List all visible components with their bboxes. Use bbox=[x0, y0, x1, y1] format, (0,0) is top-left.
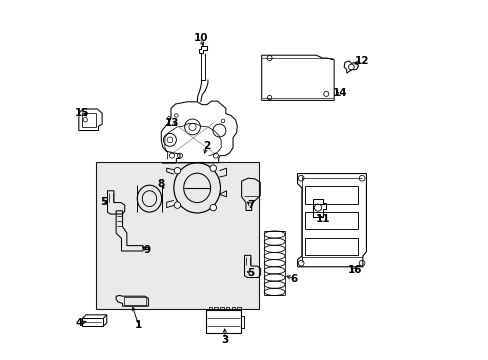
Text: 6: 6 bbox=[290, 274, 297, 284]
Bar bbox=[81, 113, 96, 127]
Text: 13: 13 bbox=[164, 118, 179, 128]
Text: 5: 5 bbox=[100, 197, 107, 207]
Circle shape bbox=[174, 202, 180, 208]
Text: 4: 4 bbox=[75, 319, 82, 328]
Text: 2: 2 bbox=[203, 141, 210, 151]
Bar bbox=[231, 307, 235, 310]
Text: 1: 1 bbox=[135, 320, 142, 330]
Bar bbox=[237, 307, 241, 310]
Bar bbox=[96, 162, 258, 309]
Text: 16: 16 bbox=[347, 265, 362, 275]
Text: 11: 11 bbox=[315, 215, 329, 224]
Text: 9: 9 bbox=[143, 245, 150, 255]
Text: 15: 15 bbox=[75, 108, 89, 118]
Bar bbox=[225, 307, 229, 310]
Bar bbox=[208, 307, 212, 310]
Circle shape bbox=[174, 167, 180, 174]
Bar bbox=[304, 212, 357, 229]
Text: 8: 8 bbox=[157, 179, 164, 189]
Bar bbox=[214, 307, 218, 310]
Text: 5: 5 bbox=[247, 268, 254, 278]
Bar bbox=[124, 297, 146, 305]
Bar bbox=[304, 238, 357, 255]
Text: 3: 3 bbox=[221, 334, 228, 345]
Circle shape bbox=[210, 204, 216, 211]
Text: 14: 14 bbox=[333, 88, 347, 98]
Bar bbox=[205, 310, 241, 333]
Circle shape bbox=[210, 165, 216, 171]
Text: 7: 7 bbox=[247, 200, 254, 210]
Text: 10: 10 bbox=[193, 33, 207, 43]
Text: 12: 12 bbox=[354, 56, 368, 66]
Bar bbox=[304, 186, 357, 204]
Bar bbox=[220, 307, 223, 310]
